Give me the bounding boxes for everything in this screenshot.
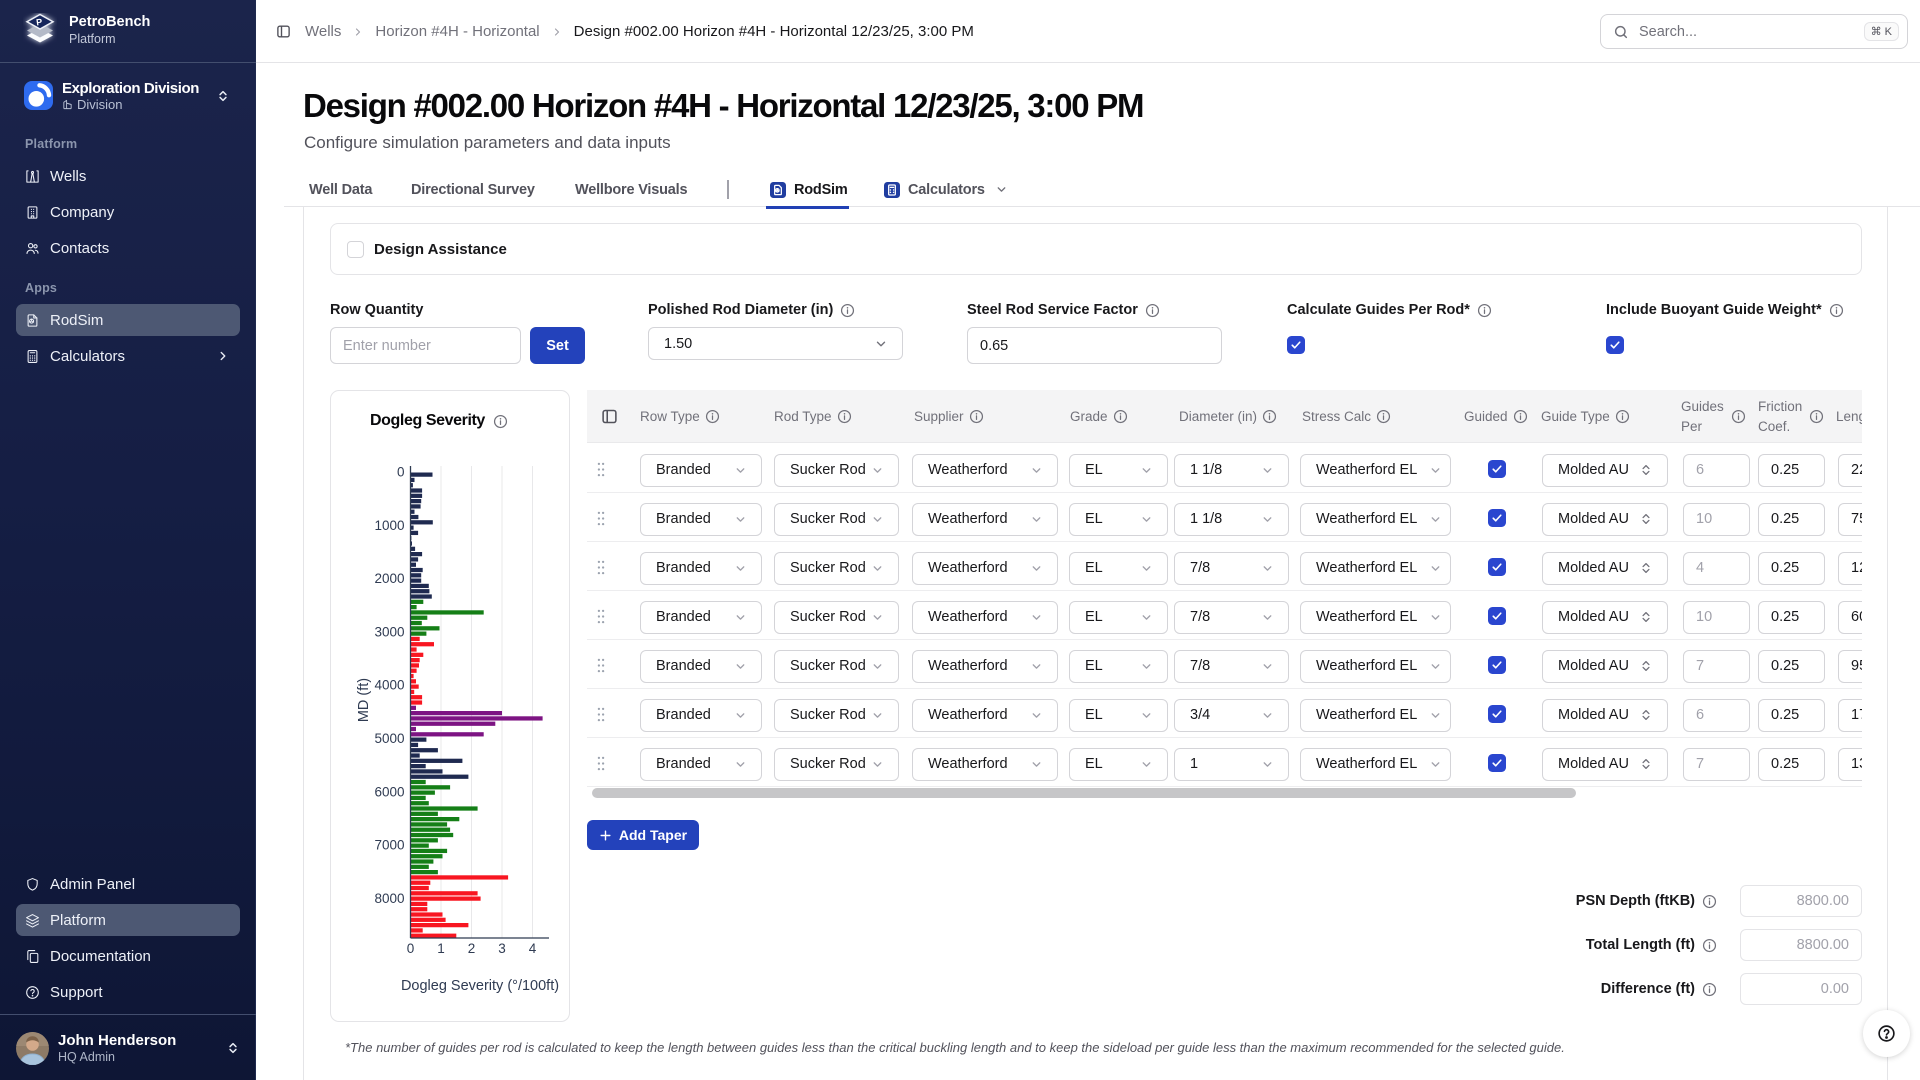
svg-text:2000: 2000 [374, 571, 404, 586]
svg-text:4: 4 [529, 941, 537, 956]
svg-text:0: 0 [407, 941, 415, 956]
svg-text:0: 0 [397, 465, 405, 480]
svg-text:3000: 3000 [374, 624, 404, 639]
svg-text:1: 1 [437, 941, 445, 956]
svg-text:4000: 4000 [374, 678, 404, 693]
svg-text:Dogleg Severity (°/100ft): Dogleg Severity (°/100ft) [401, 978, 559, 994]
svg-text:P: P [36, 17, 43, 28]
svg-text:3: 3 [498, 941, 506, 956]
svg-text:MD (ft): MD (ft) [356, 678, 372, 722]
svg-text:8000: 8000 [374, 891, 404, 906]
svg-text:6000: 6000 [374, 784, 404, 799]
svg-text:2: 2 [468, 941, 476, 956]
svg-text:7000: 7000 [374, 838, 404, 853]
svg-text:5000: 5000 [374, 731, 404, 746]
svg-text:1000: 1000 [374, 518, 404, 533]
